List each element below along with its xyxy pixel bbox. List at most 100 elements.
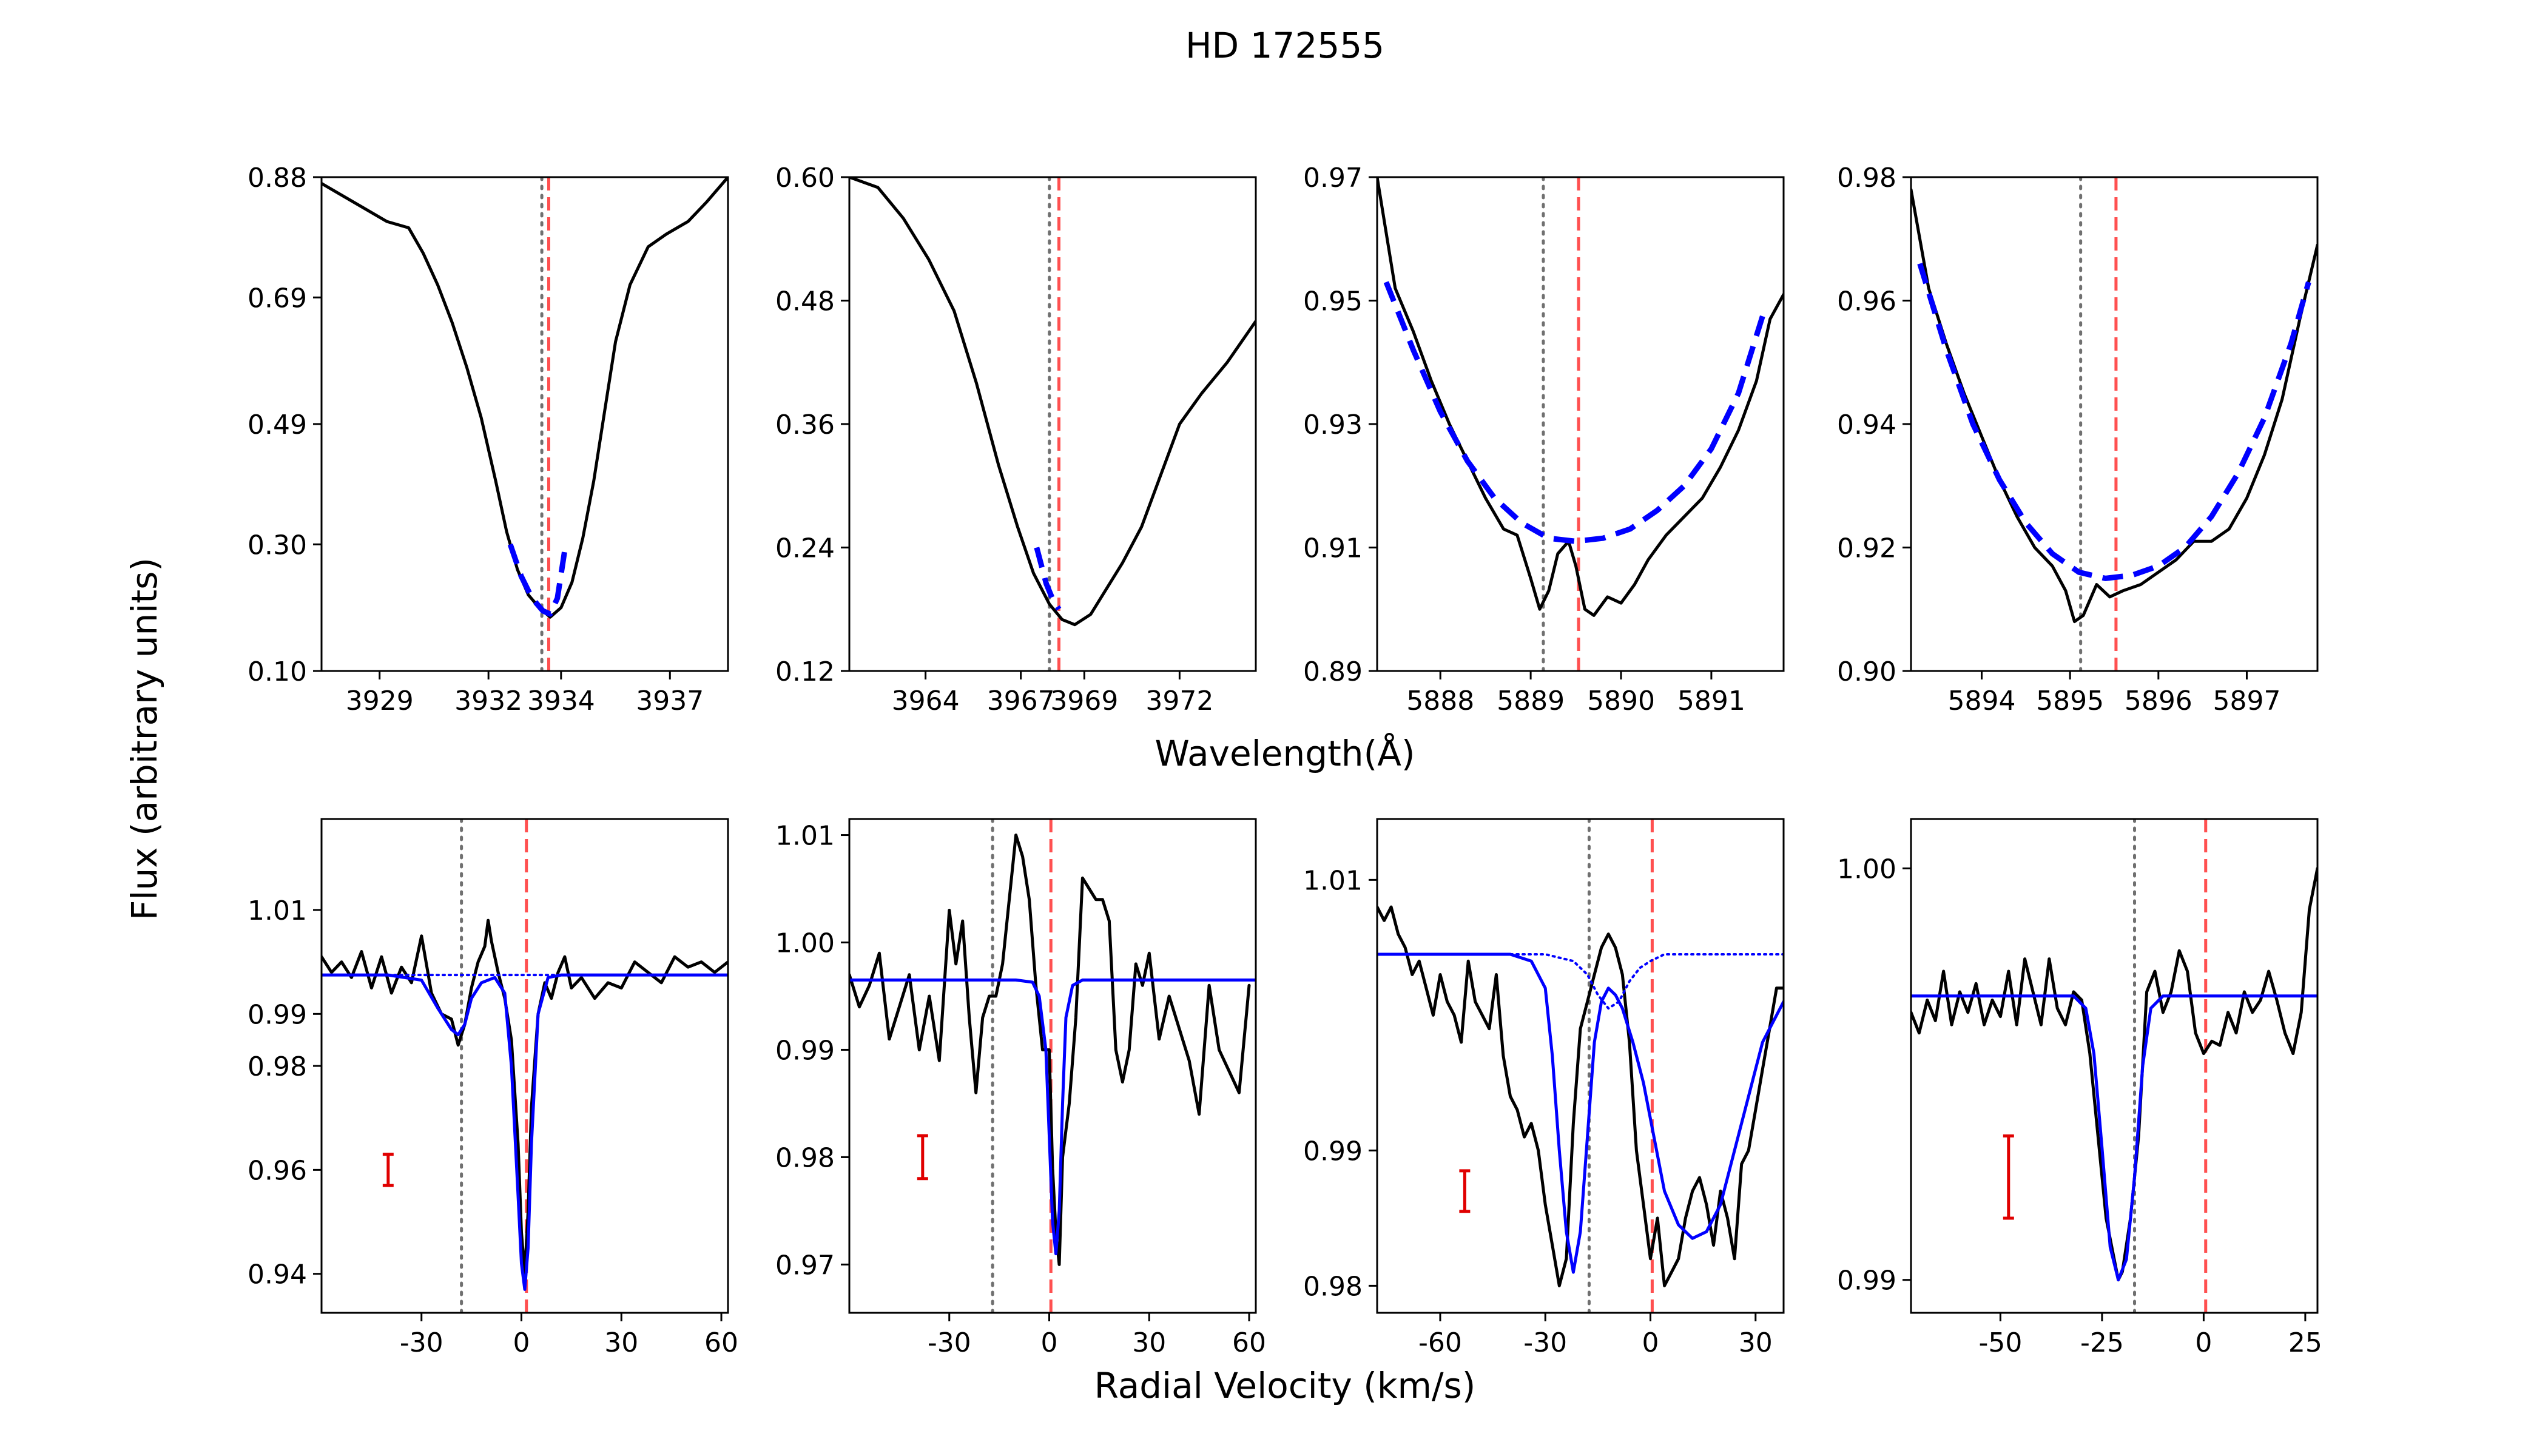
bottom-panel-2-error-bar: [917, 1134, 928, 1181]
top-panel-3-xtick-label: 5890: [1587, 686, 1655, 716]
top-panel-2-xtick-label: 3964: [892, 686, 960, 716]
top-panel-1-ytick-label: 0.88: [248, 163, 307, 194]
bottom-panel-2-ytick-label: 0.99: [775, 1035, 835, 1066]
top-panel-2-series-fit: [1034, 547, 1062, 611]
top-panel-3-ytick-label: 0.89: [1303, 656, 1363, 687]
x-axis-label-wavelength: Wavelength(Å): [1155, 732, 1415, 774]
bottom-panel-2-xtick-label: 0: [1041, 1327, 1058, 1358]
bottom-panel-1-xtick-label: 30: [604, 1327, 638, 1358]
bottom-panel-1: -30 0 30 60 0.94 0.96 0.98 0.99 1.01: [248, 818, 738, 1358]
top-panel-4-plot-area: [1911, 177, 2317, 671]
top-panel-4-ytick-label: 0.90: [1837, 656, 1896, 687]
bottom-panel-4-series-spectrum: [1911, 866, 2317, 1282]
top-panel-3-ytick-label: 0.91: [1303, 533, 1363, 564]
bottom-panel-3-frame: [1376, 818, 1785, 1314]
bottom-panel-2-ytick-label: 1.00: [775, 928, 835, 959]
bottom-panel-1-error-bar: [382, 1153, 394, 1187]
bottom-panel-4-ytick-label: 1.00: [1837, 854, 1896, 885]
bottom-panel-2-series-fit: [849, 978, 1256, 1256]
top-panel-1: 3929 3932 3934 3937 0.10 0.30 0.49 0.69 0.88: [248, 163, 729, 716]
bottom-panel-2-xtick-label: 60: [1232, 1327, 1266, 1358]
bottom-panel-3-series-continuum: [1377, 953, 1784, 1010]
bottom-panel-3-xtick-label: -60: [1418, 1327, 1462, 1358]
bottom-panel-3: -60 -30 0 30 0.98 0.99 1.01: [1303, 818, 1785, 1358]
bottom-panel-1-xtick-label: -30: [400, 1327, 443, 1358]
bottom-panel-1-plot-area: [322, 819, 728, 1313]
top-panel-4-ytick-label: 0.96: [1837, 286, 1896, 317]
bottom-panel-2-xtick-label: -30: [928, 1327, 971, 1358]
bottom-panel-4: -50 -25 0 25 0.99 1.00: [1837, 818, 2322, 1358]
bottom-panel-2-plot-area: [849, 819, 1256, 1313]
top-panel-1-series-fit: [507, 543, 568, 617]
bottom-panel-1-ytick-label: 0.98: [248, 1051, 307, 1082]
bottom-panel-3-series-spectrum: [1377, 905, 1784, 1287]
top-panel-2-ytick-label: 0.60: [775, 163, 835, 194]
bottom-panel-3-ytick-label: 1.01: [1303, 865, 1363, 896]
top-panel-1-series-spectrum: [322, 177, 728, 619]
bottom-panel-4-xtick-label: 25: [2288, 1327, 2322, 1358]
top-panel-4-xtick-label: 5895: [2036, 686, 2104, 716]
top-panel-3-series-spectrum: [1377, 177, 1784, 617]
bottom-panel-3-xtick-label: 0: [1642, 1327, 1659, 1358]
bottom-panel-4-xtick-label: 0: [2195, 1327, 2212, 1358]
bottom-panel-4-xtick-label: -25: [2080, 1327, 2124, 1358]
bottom-panel-1-series-fit: [322, 973, 728, 1291]
bottom-panel-2-ytick-label: 0.97: [775, 1250, 835, 1281]
top-panel-2-xtick-label: 3972: [1145, 686, 1213, 716]
bottom-panel-3-error-bar: [1459, 1169, 1471, 1213]
bottom-panel-1-xtick-label: 60: [704, 1327, 738, 1358]
top-panel-1-ytick-label: 0.10: [248, 656, 307, 687]
top-panel-2-ytick-label: 0.48: [775, 286, 835, 317]
top-panel-4-series-fit: [1917, 263, 2311, 581]
bottom-panel-4-error-bar: [2003, 1134, 2014, 1220]
bottom-panel-1-series-spectrum: [322, 918, 728, 1276]
bottom-panel-3-xtick-label: -30: [1523, 1327, 1567, 1358]
bottom-panel-2-ytick-label: 1.01: [775, 821, 835, 852]
top-panel-2-xtick-label: 3967: [987, 686, 1055, 716]
bottom-panel-1-ytick-label: 0.96: [248, 1155, 307, 1186]
bottom-panel-4-frame: [1910, 818, 2319, 1314]
top-panel-4-ytick-label: 0.92: [1837, 533, 1896, 564]
top-panel-1-frame: [320, 176, 729, 672]
top-panel-4-ytick-label: 0.98: [1837, 163, 1896, 194]
top-panel-2-xtick-label: 3969: [1050, 686, 1118, 716]
top-panel-1-ytick-label: 0.49: [248, 410, 307, 440]
top-panel-2-series-spectrum: [849, 177, 1256, 627]
bottom-panel-3-series-fit: [1377, 952, 1784, 1274]
figure-title: HD 172555: [1185, 25, 1384, 66]
bottom-panel-1-frame: [320, 818, 729, 1314]
top-panel-2-plot-area: [849, 177, 1256, 671]
top-panel-1-ytick-label: 0.30: [248, 530, 307, 561]
bottom-panel-1-xtick-label: 0: [513, 1327, 530, 1358]
top-panel-3-series-fit: [1383, 281, 1768, 544]
top-panel-4-xtick-label: 5897: [2213, 686, 2280, 716]
bottom-panel-4-plot-area: [1911, 819, 2317, 1313]
top-panel-3: 5888 5889 5890 5891 0.89 0.91 0.93 0.95 0.97: [1303, 163, 1785, 716]
top-panel-1-xtick-label: 3929: [346, 686, 414, 716]
bottom-panel-4-series-fit: [1911, 994, 2317, 1282]
top-panel-3-ytick-label: 0.97: [1303, 163, 1363, 194]
panels: 3929 3932 3934 3937 0.10 0.30 0.49 0.69 0.88 3964…: [248, 163, 2322, 1358]
top-panel-3-xtick-label: 5891: [1677, 686, 1745, 716]
top-panel-4-ytick-label: 0.94: [1837, 410, 1896, 440]
top-panel-3-ytick-label: 0.95: [1303, 286, 1363, 317]
bottom-panel-2: -30 0 30 60 0.97 0.98 0.99 1.00 1.01: [775, 818, 1266, 1358]
bottom-panel-4-xtick-label: -50: [1978, 1327, 2022, 1358]
bottom-panel-2-xtick-label: 30: [1132, 1327, 1166, 1358]
top-panel-1-ytick-label: 0.69: [248, 283, 307, 314]
top-panel-2-ytick-label: 0.36: [775, 410, 835, 440]
bottom-panel-2-frame: [848, 818, 1257, 1314]
top-panel-1-xtick-label: 3932: [454, 686, 522, 716]
top-panel-3-xtick-label: 5889: [1497, 686, 1565, 716]
bottom-panel-1-ytick-label: 0.99: [248, 999, 307, 1030]
bottom-panel-1-ytick-label: 1.01: [248, 895, 307, 926]
x-axis-label-velocity: Radial Velocity (km/s): [1094, 1365, 1476, 1406]
top-panel-2-ytick-label: 0.24: [775, 533, 835, 564]
top-panel-4: 5894 5895 5896 5897 0.90 0.92 0.94 0.96 0.98: [1837, 163, 2319, 716]
bottom-panel-2-series-spectrum: [849, 834, 1251, 1266]
bottom-panel-1-ytick-label: 0.94: [248, 1259, 307, 1290]
bottom-panel-2-ytick-label: 0.98: [775, 1142, 835, 1173]
top-panel-3-plot-area: [1377, 177, 1784, 671]
